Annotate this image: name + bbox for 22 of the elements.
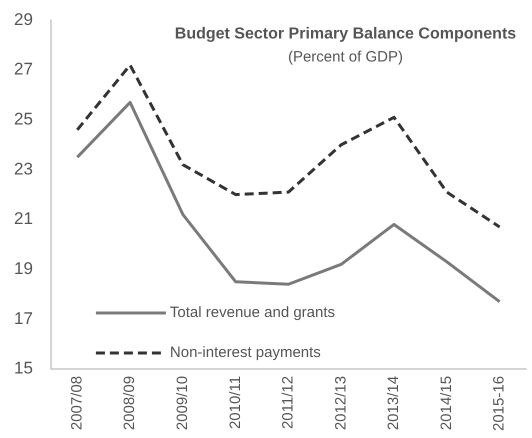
y-tick-label: 23	[14, 159, 33, 178]
y-tick-label: 25	[14, 110, 33, 129]
text: (Percent of GDP)	[288, 48, 403, 66]
x-tick-label: 2012/13	[332, 376, 350, 430]
legend-label: Total revenue and grants	[170, 304, 336, 322]
x-tick-label: 2013/14	[385, 376, 402, 430]
legend-label: Non-interest payments	[170, 344, 321, 362]
x-tick-label: 2007/08	[68, 376, 86, 430]
x-tick-label: 2008/09	[121, 376, 138, 430]
x-tick-label: 2011/12	[280, 376, 297, 430]
y-tick-label: 17	[14, 308, 33, 328]
y-tick-label: 29	[14, 10, 33, 29]
y-tick-label: 19	[14, 258, 33, 278]
y-tick-label: 15	[14, 358, 33, 378]
x-tick-label: 2009/10	[174, 376, 192, 430]
chart-title: Budget Sector Primary Balance Components	[174, 26, 516, 43]
x-tick-label: 2014/15	[438, 376, 455, 430]
y-tick-label: 27	[14, 60, 33, 79]
x-tick-label: 2015-16	[490, 376, 508, 432]
x-tick-label: 2010/11	[226, 376, 244, 430]
y-tick-label: 21	[14, 209, 33, 228]
line-series	[76, 64, 502, 228]
